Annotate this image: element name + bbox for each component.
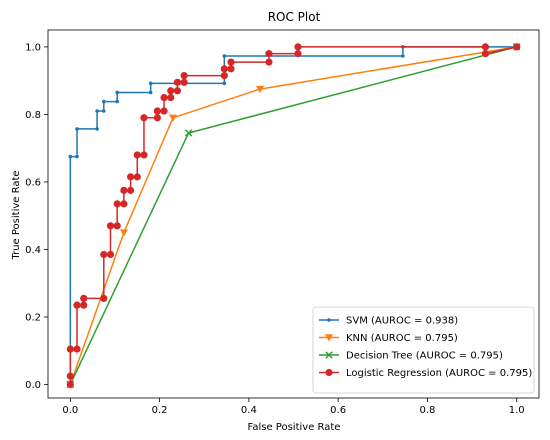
data-point xyxy=(513,43,521,51)
series-group xyxy=(66,43,521,389)
data-point xyxy=(95,127,99,131)
data-point xyxy=(133,173,141,181)
data-point xyxy=(184,129,193,137)
data-point xyxy=(120,186,128,194)
data-point xyxy=(148,90,153,95)
data-point xyxy=(113,200,121,208)
data-point xyxy=(119,229,128,237)
data-point xyxy=(148,81,153,86)
data-point xyxy=(481,50,490,58)
data-point xyxy=(222,54,227,58)
data-point xyxy=(100,250,108,259)
data-point xyxy=(168,114,177,122)
data-point xyxy=(167,87,175,95)
data-point xyxy=(66,380,74,389)
y-tick-label: 0.4 xyxy=(25,245,41,256)
data-point xyxy=(101,99,106,104)
data-point xyxy=(140,114,148,122)
data-point xyxy=(327,318,331,322)
legend-box xyxy=(312,306,535,394)
y-tick-label: 0.6 xyxy=(25,177,41,188)
data-point xyxy=(140,151,148,159)
legend-item: SVM (AUROC = 0.938) xyxy=(319,316,458,327)
data-point xyxy=(101,109,106,113)
data-point xyxy=(294,43,302,51)
data-point xyxy=(220,71,228,80)
y-tick-label: 0.8 xyxy=(25,110,41,121)
y-tick-label: 0.0 xyxy=(25,380,41,391)
data-point xyxy=(481,43,490,51)
data-point xyxy=(80,294,88,303)
x-tick-label: 0.4 xyxy=(241,405,257,416)
data-point xyxy=(294,50,302,58)
data-point xyxy=(75,154,79,159)
y-tick-label: 1.0 xyxy=(25,42,41,53)
x-tick-label: 1.0 xyxy=(509,405,525,416)
legend-label: Decision Tree (AUROC = 0.795) xyxy=(346,351,503,362)
data-point xyxy=(115,90,119,95)
data-point xyxy=(265,58,273,66)
data-point xyxy=(66,345,74,353)
data-point xyxy=(115,99,119,104)
data-point xyxy=(153,114,161,122)
y-axis-ticks: 0.0 0.2 0.4 0.6 0.8 1.0 xyxy=(25,42,48,391)
data-point xyxy=(401,54,405,58)
data-point xyxy=(167,93,175,102)
data-point xyxy=(325,351,333,359)
data-point xyxy=(113,222,121,230)
x-tick-label: 0.0 xyxy=(62,405,78,416)
data-point xyxy=(325,334,333,342)
data-point xyxy=(227,65,235,73)
data-point xyxy=(106,250,115,259)
legend-label: SVM (AUROC = 0.938) xyxy=(346,316,458,327)
plot-frame xyxy=(47,29,540,399)
data-point xyxy=(160,93,168,102)
data-point xyxy=(325,368,333,377)
x-tick-label: 0.2 xyxy=(152,405,168,416)
data-point xyxy=(126,173,135,181)
data-point xyxy=(222,81,227,86)
data-point xyxy=(265,50,273,58)
data-point xyxy=(66,372,74,380)
data-point xyxy=(256,85,265,94)
data-point xyxy=(68,154,73,159)
data-point xyxy=(126,186,135,194)
data-point xyxy=(227,58,235,66)
data-point xyxy=(180,78,188,86)
x-axis-label: False Positive Rate xyxy=(248,422,341,433)
chart-title: ROC Plot xyxy=(268,10,321,24)
legend-label: Logistic Regression (AUROC = 0.795) xyxy=(346,368,532,379)
legend-item: Logistic Regression (AUROC = 0.795) xyxy=(319,368,532,379)
data-point xyxy=(153,107,161,115)
data-point xyxy=(106,222,115,230)
series-group xyxy=(68,45,519,387)
x-tick-label: 0.8 xyxy=(419,405,435,416)
data-point xyxy=(73,301,81,309)
x-tick-label: 0.6 xyxy=(330,405,346,416)
data-point xyxy=(80,301,88,309)
data-point xyxy=(73,345,81,353)
legend-item: Decision Tree (AUROC = 0.795) xyxy=(319,351,503,362)
data-point xyxy=(120,200,128,208)
data-point xyxy=(180,71,188,80)
data-point xyxy=(75,127,79,131)
legend: SVM (AUROC = 0.938) KNN (AUROC = 0.795) De… xyxy=(312,306,535,394)
data-point xyxy=(95,109,99,113)
data-point xyxy=(100,294,108,303)
data-point xyxy=(173,78,182,86)
y-tick-label: 0.2 xyxy=(25,312,41,323)
y-axis-label: True Positive Rate xyxy=(11,170,22,260)
data-point xyxy=(133,151,141,159)
data-point xyxy=(173,87,182,95)
data-point xyxy=(160,107,168,115)
plot-series xyxy=(66,43,521,389)
legend-label: KNN (AUROC = 0.795) xyxy=(346,333,458,344)
legend-item: KNN (AUROC = 0.795) xyxy=(319,333,458,344)
x-axis-ticks: 0.0 0.2 0.4 0.6 0.8 1.0 xyxy=(62,398,525,416)
data-point xyxy=(220,65,228,73)
